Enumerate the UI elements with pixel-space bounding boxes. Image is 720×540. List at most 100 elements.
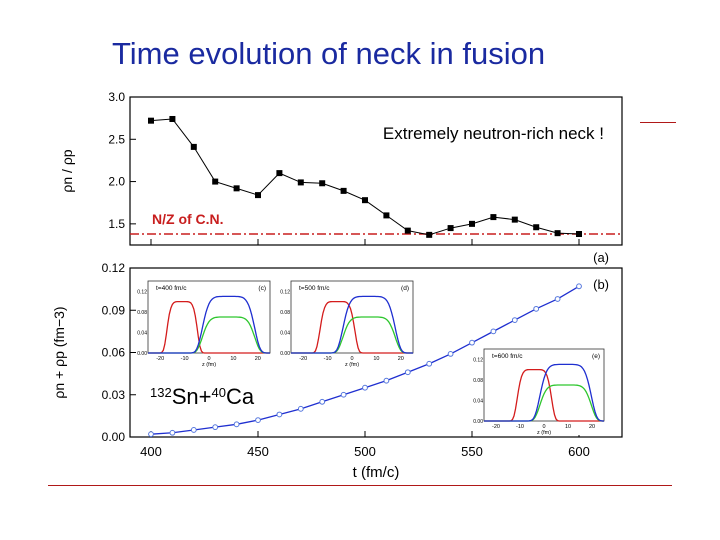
inset-d-frame [290,280,414,354]
reaction-mass-number: 132 [150,385,172,400]
panel-b-ytick-label: 0.03 [102,388,126,402]
inset-d-time: t=500 fm/c [299,285,330,292]
inset-e-xtick: 20 [589,424,595,430]
inset-d-xtick: 20 [398,356,404,362]
inset-e-tag: (e) [592,353,600,360]
panel-a-point [447,225,454,232]
panel-a-point [340,187,347,194]
inset-c-background [146,279,274,367]
panel-b-ytick-label: 0.09 [102,303,126,317]
inset-c-blue-profile [148,295,270,354]
panel-b-point [447,351,454,357]
panel-a-point [319,180,326,187]
panel-b-xtick-label: 450 [247,444,269,459]
panel-b-ytick-label: 0.12 [102,261,126,275]
title-underline-right [640,122,676,123]
inset-d: t=500 fm/c (d) -20 -10 0 10 20 z (fm) 0.12 0.08 0.… [280,279,417,368]
panel-a-ytick-label: 2.5 [108,132,125,146]
inset-e-xtick: -10 [516,424,524,430]
inset-e-xtick: -20 [492,424,500,430]
inset-e-ytick: 0.00 [473,419,483,425]
panel-a-point [190,143,197,150]
inset-d-ytick: 0.08 [280,310,290,316]
panel-b-point [469,339,475,346]
panel-b-xtick-label: 500 [354,444,376,459]
panel-b-point [233,421,240,428]
panel-a-point [148,117,154,124]
panel-b-xtick-label: 600 [568,444,590,459]
slide-title: Time evolution of neck in fusion [112,36,546,71]
inset-c-ytick: 0.00 [137,351,147,357]
inset-c-xtick: 10 [230,356,236,362]
panel-b-point [576,283,582,290]
inset-d-blue-profile [291,295,413,354]
panel-a-point [554,230,561,237]
panel-a-point [212,178,219,185]
panel-b-point [404,369,411,376]
panel-b-point [276,411,283,418]
panel-a-point [533,224,540,231]
inset-d-xtick: -20 [299,356,307,362]
inset-e-xlabel: z (fm) [537,430,551,436]
inset-c-ytick: 0.04 [137,330,147,336]
panel-b-xlabel: t (fm/c) [353,464,400,481]
inset-e-ytick: 0.04 [473,398,483,404]
panel-a-ytick-label: 3.0 [108,90,125,104]
panel-b-point [319,398,326,405]
panel-a-frame [129,96,623,246]
reaction-label: 132Sn+40Ca [150,384,255,409]
inset-e-frame [483,348,605,422]
panel-b-point [212,424,219,431]
bottom-divider [48,485,672,486]
inset-d-xlabel: z (fm) [345,362,359,368]
panel-a-ytick-label: 1.5 [108,217,125,231]
panel-b-point [383,377,390,384]
panel-a-point [383,212,390,219]
panel-b-ytick-label: 0.00 [102,430,126,444]
inset-c-ytick: 0.08 [137,310,147,316]
panel-a-point [362,197,368,204]
panel-b-point [362,384,368,391]
inset-c-time: t=400 fm/c [156,285,187,292]
inset-c-tag: (c) [258,285,266,292]
inset-d-xtick: 0 [350,356,353,362]
reaction-element: Sn+ [172,384,212,409]
panel-a-point [233,185,240,192]
panel-b-point [340,391,347,398]
panel-b-xtick-label: 550 [461,444,483,459]
inset-e-blue-profile [484,363,604,422]
panel-a-point [276,170,283,177]
reaction-element: Ca [226,384,255,409]
inset-c-xlabel: z (fm) [202,362,216,368]
panel-b-point [426,360,433,367]
panel-b-point [255,417,261,424]
panel-b-ylabel: ρn + ρp (fm−3) [51,306,67,398]
panel-b-ytick-label: 0.06 [102,346,126,360]
inset-c-xtick: -20 [156,356,164,362]
panel-a-point [576,231,582,238]
inset-c-xtick: 20 [255,356,261,362]
panel-a-ylabel: ρn / ρp [59,149,75,192]
panel-b-point [190,427,197,433]
inset-c-red-profile [148,300,270,354]
panel-a-label: (a) [593,250,609,265]
inset-e-xtick: 10 [565,424,571,430]
panel-b-point [533,305,540,312]
inset-e-ytick: 0.12 [473,357,483,363]
panel-a-point [426,231,433,238]
inset-c-ytick: 0.12 [137,289,147,295]
panel-a-point [255,192,261,199]
inset-e-xtick: 0 [542,424,545,430]
panel-a-point [511,216,518,223]
panel-a-point [490,214,497,221]
panel-b-point [490,328,497,335]
inset-c-xtick: -10 [181,356,189,362]
panel-a-point [297,179,304,186]
panel-a-ytick-label: 2.0 [108,175,125,189]
panel-b-point [511,317,518,324]
inset-e-time: t=600 fm/c [492,353,523,360]
reaction-mass-number: 40 [211,385,225,400]
neck-annotation: Extremely neutron-rich neck ! [383,124,604,143]
panel-a-point [169,115,176,122]
